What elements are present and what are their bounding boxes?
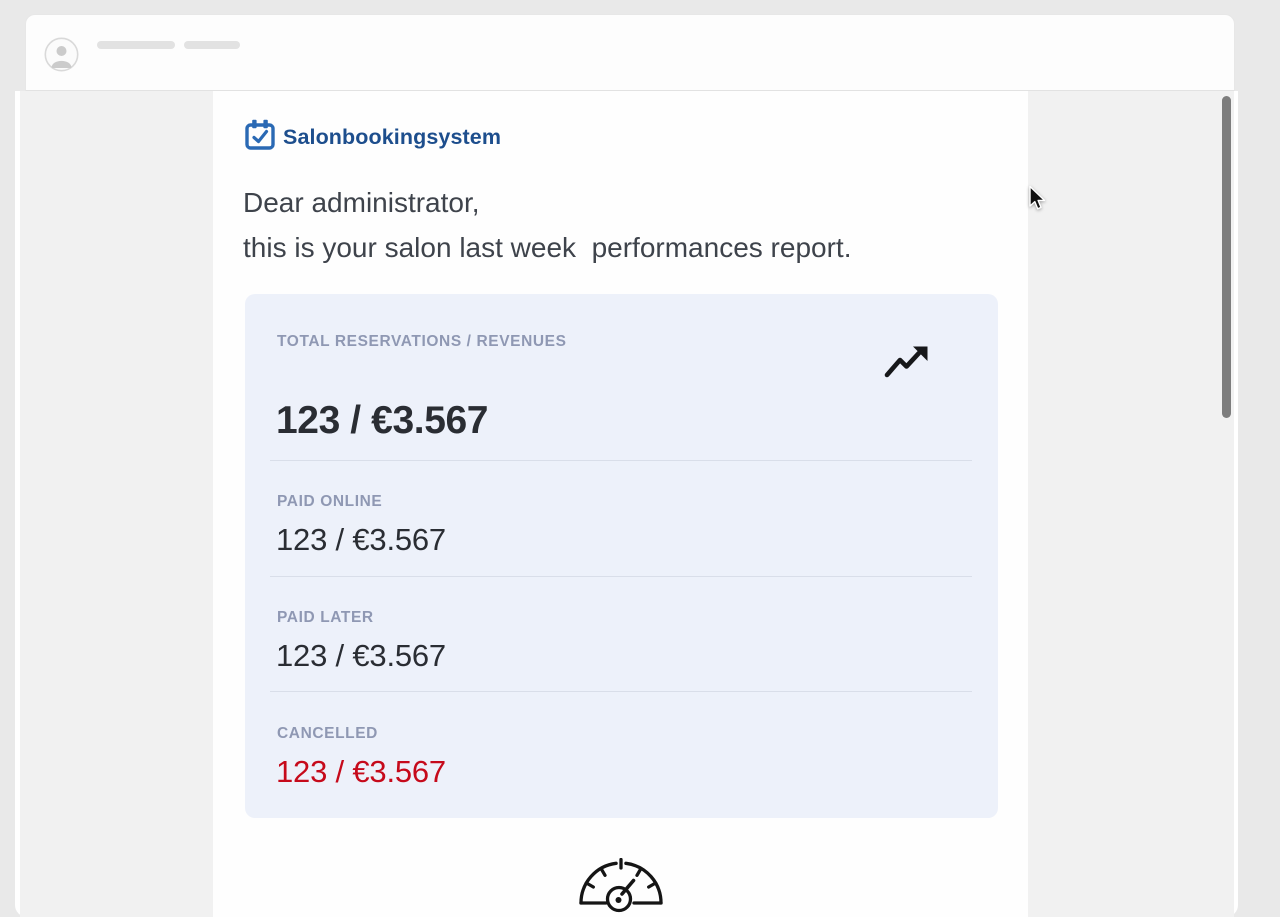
divider (270, 460, 972, 461)
greeting-line-1: Dear administrator, (243, 187, 480, 218)
greeting-line-2: this is your salon last week performance… (243, 232, 852, 263)
divider (270, 691, 972, 692)
stat-value-cancelled: 123 / €3.567 (276, 754, 446, 789)
stat-value-total: 123 / €3.567 (276, 399, 489, 442)
trending-up-icon (884, 344, 930, 381)
stat-value-paid-later: 123 / €3.567 (276, 638, 446, 673)
toolbar-placeholder-bar (184, 41, 240, 49)
stat-label-cancelled: CANCELLED (277, 725, 378, 742)
toolbar-placeholder-bar (97, 41, 175, 49)
stat-value-paid-online: 123 / €3.567 (276, 522, 446, 557)
gauge-icon (578, 857, 664, 917)
calendar-check-icon (243, 118, 277, 152)
report-card (245, 294, 998, 818)
avatar[interactable] (44, 37, 79, 72)
person-icon (44, 37, 79, 72)
stat-label-total: TOTAL RESERVATIONS / REVENUES (277, 333, 567, 350)
stat-label-paid-online: PAID ONLINE (277, 493, 383, 510)
stat-label-paid-later: PAID LATER (277, 609, 374, 626)
divider (270, 576, 972, 577)
mouse-cursor-icon (1028, 185, 1048, 213)
scrollbar-thumb[interactable] (1222, 96, 1231, 418)
brand-name: Salonbookingsystem (283, 125, 502, 149)
email-toolbar (25, 14, 1235, 91)
